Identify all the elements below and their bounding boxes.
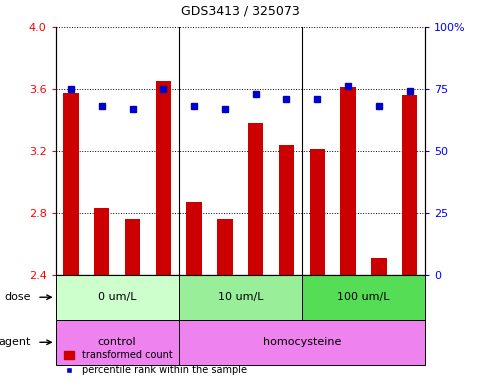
- Bar: [56, 275, 179, 320]
- Text: GDS3413 / 325073: GDS3413 / 325073: [181, 4, 299, 17]
- Text: homocysteine: homocysteine: [263, 337, 341, 347]
- Bar: [125, 219, 140, 275]
- Text: agent: agent: [0, 337, 31, 347]
- Bar: [371, 258, 386, 275]
- Bar: [156, 81, 171, 275]
- Text: control: control: [98, 337, 136, 347]
- Bar: [186, 202, 202, 275]
- Bar: [279, 145, 294, 275]
- Bar: [248, 123, 263, 275]
- Bar: [94, 208, 110, 275]
- Bar: [310, 149, 325, 275]
- Bar: [341, 87, 356, 275]
- Bar: [217, 219, 233, 275]
- Text: dose: dose: [4, 292, 31, 302]
- Bar: [179, 320, 425, 365]
- Bar: [402, 95, 417, 275]
- Bar: [56, 320, 179, 365]
- Bar: [179, 275, 302, 320]
- Text: 0 um/L: 0 um/L: [98, 292, 136, 302]
- Text: 100 um/L: 100 um/L: [337, 292, 390, 302]
- Bar: [302, 275, 425, 320]
- Text: 10 um/L: 10 um/L: [217, 292, 263, 302]
- Legend: transformed count, percentile rank within the sample: transformed count, percentile rank withi…: [60, 346, 251, 379]
- Bar: [63, 93, 79, 275]
